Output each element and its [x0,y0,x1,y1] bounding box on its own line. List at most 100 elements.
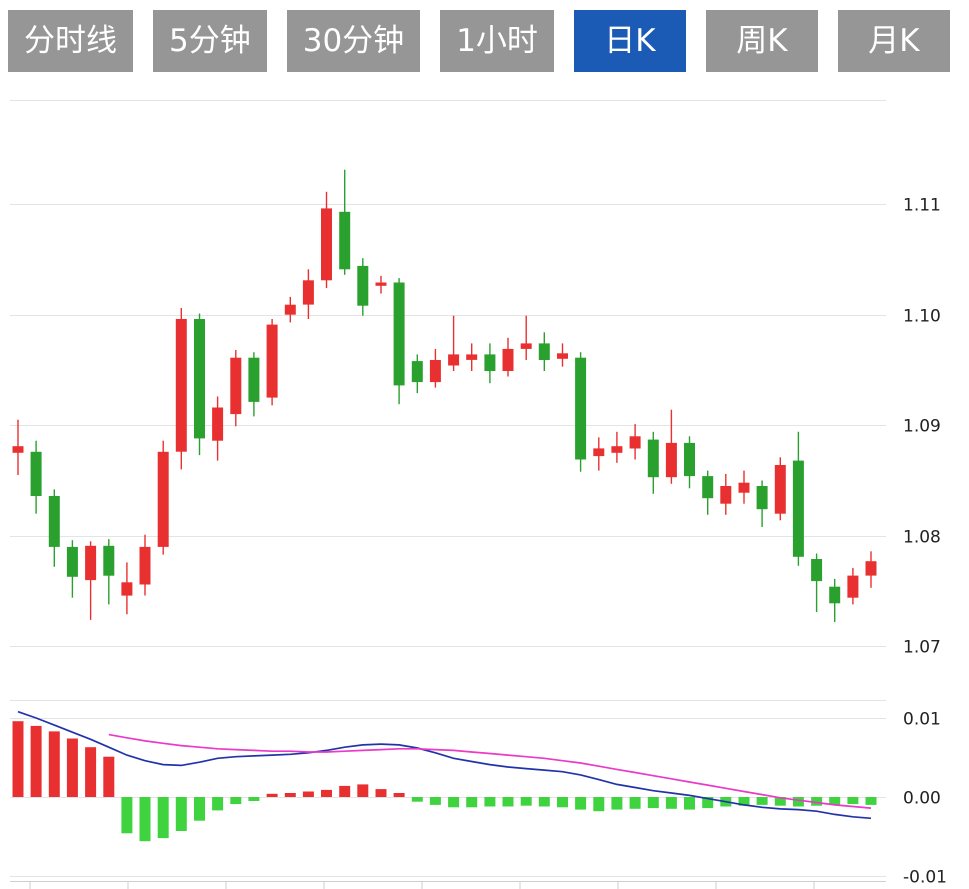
macd-bar [357,784,369,797]
macd-bar [157,797,169,839]
macd-bar [702,797,714,809]
macd-bar [30,725,42,797]
macd-bar [393,793,405,797]
candle-body [811,559,823,582]
macd-bar [266,793,278,797]
tab-timeline[interactable]: 分时线 [8,10,133,72]
macd-bar [538,797,550,807]
macd-bar [484,797,496,807]
candle-body [30,451,42,496]
macd-bar [429,797,441,805]
candle-body [339,211,351,270]
candle-body [157,451,169,547]
candle-body [829,586,841,604]
tab-30min[interactable]: 30分钟 [286,10,421,72]
macd-bar [665,797,677,809]
macd-bar [85,747,97,797]
candle-body [557,353,568,359]
macd-bar [847,797,859,805]
candle-body [575,357,587,460]
macd-bar [302,791,314,797]
candle-body [720,486,732,504]
candle-body [847,575,859,598]
macd-bar [175,797,187,831]
candle-body [647,439,659,478]
candle-body [248,357,260,402]
macd-bar [575,797,587,810]
candle-body [520,343,532,349]
candle-body [411,361,423,383]
candle-body [502,348,514,371]
macd-bar [557,797,568,808]
candle-body [756,486,768,510]
macd-bar [339,785,351,797]
candle-body [429,360,441,383]
candle-body [702,476,714,499]
macd-bar [411,797,423,802]
candle-body [139,546,151,585]
candle-body [121,582,133,596]
tab-1hour[interactable]: 1小时 [440,10,554,72]
candle-body [302,280,314,305]
macd-bar [756,797,768,805]
macd-bar [629,797,641,809]
macd-bar [593,797,605,812]
candle-body [738,482,750,493]
candle-body [665,442,677,478]
macd-bar [829,797,841,805]
macd-bar [284,793,296,797]
candle-body [375,282,387,286]
macd-axis-label: 0.01 [903,710,941,730]
macd-bar [12,721,24,797]
interval-toolbar: 分时线 5分钟 30分钟 1小时 日K 周K 月K [8,10,950,72]
x-axis-ticks [10,881,886,889]
macd-bar [738,797,750,806]
candle-body [484,354,496,371]
price-axis-label: 1.10 [903,307,941,327]
candle-body [629,436,641,449]
macd-bar [103,756,115,797]
candle-body [230,357,242,415]
tab-5min[interactable]: 5分钟 [153,10,267,72]
macd-bar [865,797,877,805]
candle-body [284,304,296,315]
dif-line [17,710,872,820]
candle-body [684,442,695,477]
macd-bar [375,789,387,797]
candle-body [321,208,332,281]
macd-bar [811,797,823,806]
candle-body [266,324,278,398]
macd-bar [321,789,332,797]
macd-bar [248,797,260,801]
macd-bar [121,797,133,834]
tab-daily-k[interactable]: 日K [573,10,686,72]
candle-body [792,460,804,557]
tab-monthly-k[interactable]: 月K [837,10,950,72]
macd-bar [684,797,695,810]
macd-axis-label: 0.00 [903,789,941,809]
candle-body [865,561,877,576]
macd-bar [66,738,78,797]
macd-bar [792,797,804,807]
candle-body [85,545,97,581]
candle-body [12,446,24,453]
candle-body [611,446,623,453]
candle-body [357,265,369,306]
axis-labels: 1.11 1.10 1.09 1.08 1.07 0.01 0.00 -0.01 [903,196,947,888]
candle-body [103,545,115,576]
price-axis-label: 1.07 [903,638,941,658]
price-axis-label: 1.11 [903,196,941,216]
candle-body [538,343,550,360]
macd-bar [139,797,151,842]
macd-bar [230,797,242,805]
macd-bar [647,797,659,809]
candle-body [194,319,205,439]
candle-body [774,465,786,514]
macd-bar [194,797,205,821]
price-axis-label: 1.08 [903,528,941,548]
macd-histogram [12,721,877,842]
candle-body [212,407,224,441]
tab-weekly-k[interactable]: 周K [705,10,818,72]
macd-bar [774,797,786,806]
